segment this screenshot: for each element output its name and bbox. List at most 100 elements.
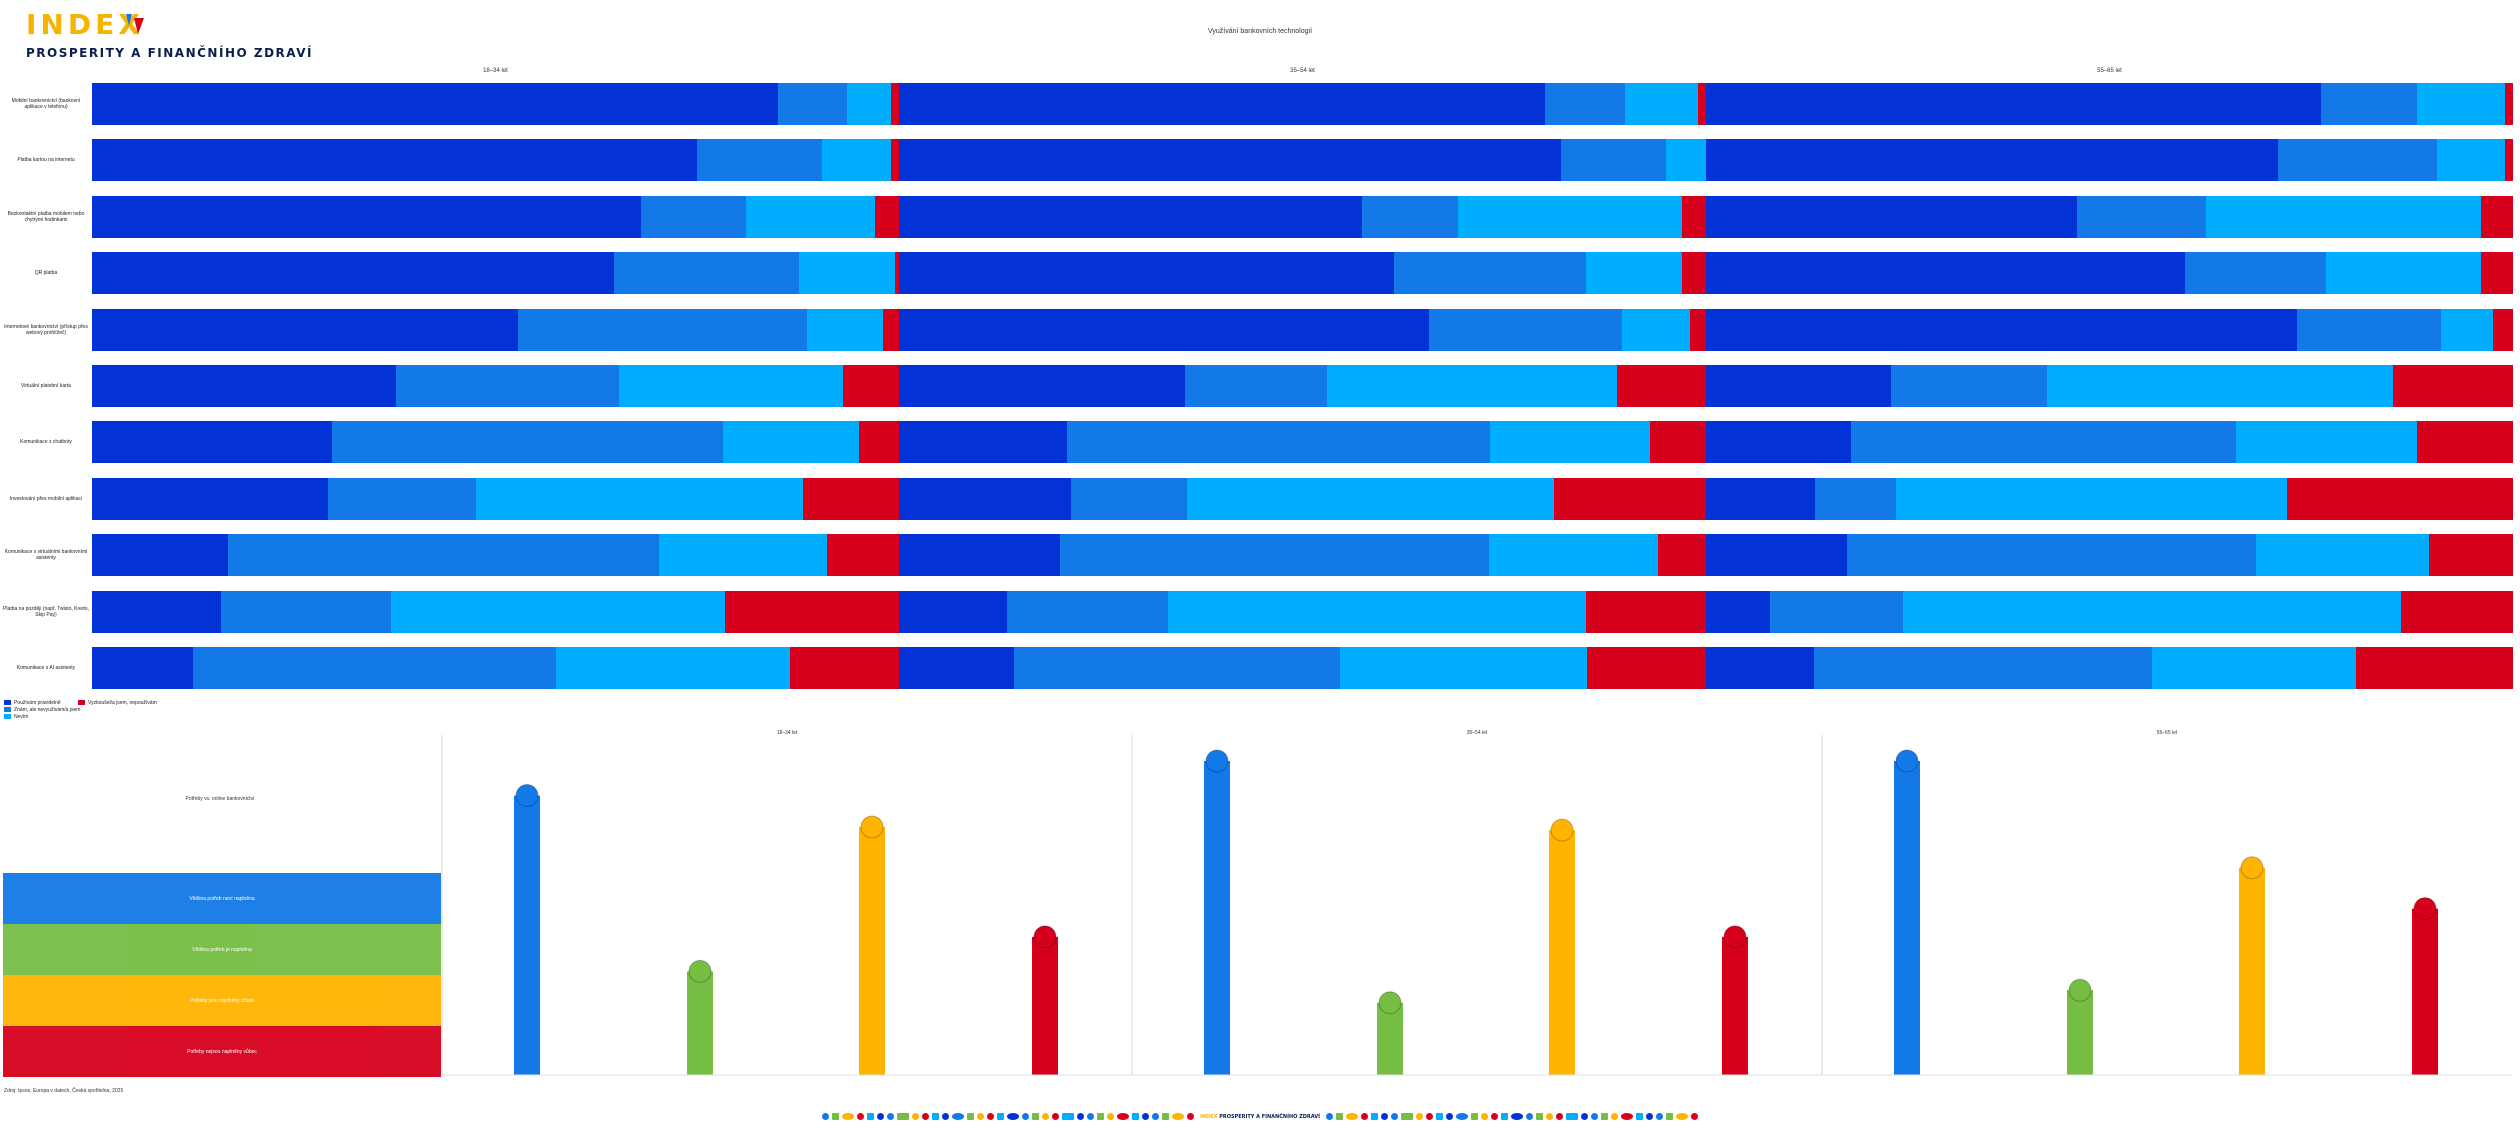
group-title: 35–54 let <box>1290 68 1315 74</box>
bar-cap <box>688 959 712 983</box>
bar-cap <box>2240 856 2264 880</box>
bar-segment <box>92 83 778 125</box>
bar-segment <box>843 365 899 407</box>
bar-cap <box>2413 897 2437 921</box>
bar-segment <box>2505 139 2513 182</box>
bar-segment <box>1706 647 1815 689</box>
chart-title: Využívání bankovních technologií <box>1207 28 1313 35</box>
bar-segment <box>859 421 899 464</box>
bar-segment <box>1458 195 1683 238</box>
bar-segment <box>899 534 1060 577</box>
bar-cap <box>1033 925 1057 949</box>
bar-cap <box>1378 991 1402 1015</box>
bar <box>1204 761 1230 1075</box>
bar-segment <box>92 195 641 238</box>
footer-decor-icon <box>1491 1113 1499 1120</box>
footer-decor-icon <box>1501 1113 1509 1120</box>
bar-segment <box>790 647 899 689</box>
footer-decor-icon <box>1591 1113 1599 1120</box>
bar-segment <box>899 647 1015 689</box>
footer-decor-icon <box>931 1113 939 1120</box>
legend-label: Vyzkoušel/a jsem, nepoužívám <box>88 699 157 706</box>
footer-decor-icon <box>1401 1113 1414 1120</box>
bar-segment <box>846 83 891 125</box>
legend-item: Znám, ale nevyužívám/a jsem <box>4 706 80 713</box>
footer-decor-icon <box>1666 1113 1674 1120</box>
footer-decor-icon <box>856 1113 864 1120</box>
bar-segment <box>192 647 557 689</box>
bar-segment <box>890 139 899 182</box>
bar-segment <box>2287 477 2513 520</box>
bar-segment <box>745 195 875 238</box>
footer-decor-icon <box>911 1113 919 1120</box>
bar-segment <box>1706 477 1815 520</box>
brand-logo: INDEX PROSPERITY A FINANČNÍHO ZDRAVÍ <box>26 10 313 61</box>
footer-decor-icon <box>1526 1113 1534 1120</box>
footer-decor-icon <box>1581 1113 1589 1120</box>
bar-segment <box>613 252 799 295</box>
bar-segment <box>2151 647 2357 689</box>
bar-segment <box>92 421 332 464</box>
bar-segment <box>1066 421 1491 464</box>
bar-segment <box>475 477 804 520</box>
footer-decor-icon <box>1186 1113 1194 1120</box>
bar-segment <box>798 252 895 295</box>
legend-swatch <box>4 707 11 712</box>
footer-decor-icon <box>1416 1113 1424 1120</box>
source-note: Zdroj: Ipsos, Europa v datech, Česká spo… <box>4 1088 124 1094</box>
bar-segment <box>803 477 899 520</box>
bar-segment <box>2077 195 2207 238</box>
bar-segment <box>2278 139 2438 182</box>
footer-decor-icon <box>1031 1113 1039 1120</box>
footer-decor-icon <box>821 1113 829 1120</box>
bar-segment <box>899 252 1395 295</box>
bar-segment <box>2047 365 2393 407</box>
bar-segment <box>899 590 1008 633</box>
bar-segment <box>1362 195 1459 238</box>
footer-decor-icon <box>1171 1113 1184 1120</box>
bar <box>2067 990 2093 1075</box>
bar-segment <box>899 308 1429 351</box>
bar-segment <box>640 195 746 238</box>
footer-decor-icon <box>1511 1113 1524 1120</box>
bar-segment <box>2417 83 2505 125</box>
footer-decor-icon <box>1041 1113 1049 1120</box>
legend-label: Znám, ale nevyužívám/a jsem <box>14 706 81 713</box>
footer-decor-icon <box>941 1113 949 1120</box>
bar-segment <box>894 252 899 295</box>
footer-decor-icon <box>1106 1113 1114 1120</box>
bar-segment <box>1706 308 2298 351</box>
footer-decor-icon <box>1086 1113 1094 1120</box>
footer-decor-icon <box>1346 1113 1359 1120</box>
bar-segment <box>1706 195 2078 238</box>
footer-decor-icon <box>1096 1113 1104 1120</box>
footer: INDEX PROSPERITY A FINANČNÍHO ZDRAVÍ <box>0 1113 2520 1120</box>
needs-band: Potřeby nejsou naplněny vůbec <box>3 1026 441 1077</box>
bar-segment <box>659 534 828 577</box>
lower-group-title: 55–65 let <box>2157 730 2178 736</box>
group-title: 18–34 let <box>483 68 508 74</box>
footer-decor-icon <box>866 1113 874 1120</box>
bar-segment <box>2480 252 2513 295</box>
footer-icons-right <box>1326 1113 1699 1120</box>
footer-decor-icon <box>1611 1113 1619 1120</box>
bar-cap <box>1205 749 1229 773</box>
needs-band: Většina potřeb je naplněna <box>3 924 441 975</box>
bar-segment <box>2392 365 2513 407</box>
bar-segment <box>1902 590 2401 633</box>
bar-segment <box>1814 477 1896 520</box>
bar-segment <box>1428 308 1622 351</box>
legend-item: Vyzkoušel/a jsem, nepoužívám <box>78 699 157 706</box>
logo-triangles-icon <box>126 14 144 34</box>
bar-segment <box>2428 534 2513 577</box>
footer-decor-icon <box>1471 1113 1479 1120</box>
bar-segment <box>1846 534 2257 577</box>
bar-segment <box>1890 365 2048 407</box>
bar-cap <box>2068 978 2092 1002</box>
footer-decor-icon <box>1006 1113 1019 1120</box>
footer-decor-icon <box>1336 1113 1344 1120</box>
footer-decor-icon <box>1131 1113 1139 1120</box>
footer-decor-icon <box>1691 1113 1699 1120</box>
footer-decor-icon <box>1621 1113 1634 1120</box>
footer-decor-icon <box>1151 1113 1159 1120</box>
